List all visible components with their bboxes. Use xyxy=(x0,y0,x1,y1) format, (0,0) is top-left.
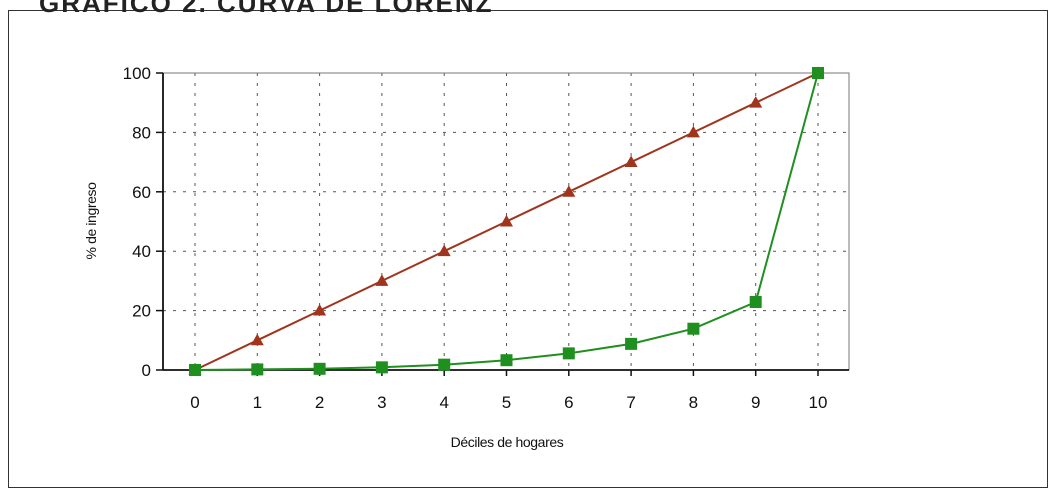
y-axis-title: % de ingreso xyxy=(83,182,99,260)
x-tick-label: 5 xyxy=(502,393,511,412)
square-marker xyxy=(438,358,451,371)
y-tick-label: 80 xyxy=(132,123,151,142)
triangle-marker xyxy=(375,274,389,286)
x-tick-label: 4 xyxy=(439,393,448,412)
triangle-marker xyxy=(624,155,638,168)
y-tick-label: 20 xyxy=(132,302,151,321)
y-tick-label: 100 xyxy=(123,64,151,83)
chart-frame: GRÁFICO 2. CURVA DE LORENZ xyxy=(8,0,1048,488)
series-markers xyxy=(188,66,825,376)
y-tick-label: 60 xyxy=(132,183,151,202)
square-marker xyxy=(687,322,700,335)
x-tick-label: 0 xyxy=(190,393,199,412)
x-tick-label: 8 xyxy=(689,393,698,412)
x-tick-label: 2 xyxy=(315,393,324,412)
triangle-marker xyxy=(250,333,264,346)
tick-labels: 0 20 40 60 80 100 0 1 2 3 4 5 6 7 8 9 10 xyxy=(123,64,828,412)
square-marker xyxy=(562,347,575,360)
x-tick-label: 10 xyxy=(809,393,828,412)
triangle-marker xyxy=(562,185,576,197)
x-tick-label: 1 xyxy=(253,393,262,412)
square-marker xyxy=(749,295,762,308)
square-marker xyxy=(812,67,824,79)
triangle-marker xyxy=(686,125,700,138)
triangle-marker xyxy=(313,304,327,316)
square-marker xyxy=(625,337,638,350)
square-marker xyxy=(375,361,388,374)
square-marker xyxy=(500,354,513,367)
triangle-marker xyxy=(500,214,513,227)
square-marker xyxy=(313,362,326,375)
x-tick-label: 9 xyxy=(751,393,760,412)
x-axis-title: Déciles de hogares xyxy=(451,434,564,450)
triangle-marker xyxy=(749,96,763,108)
figure-title-text: GRÁFICO 2. CURVA DE LORENZ xyxy=(39,0,494,16)
square-marker xyxy=(189,364,201,376)
x-tick-label: 6 xyxy=(564,393,573,412)
y-tick-label: 40 xyxy=(132,242,151,261)
y-tick-label: 0 xyxy=(142,361,151,380)
x-tick-label: 7 xyxy=(626,393,635,412)
triangle-marker xyxy=(437,244,451,257)
cut-off-figure-title: GRÁFICO 2. CURVA DE LORENZ xyxy=(39,0,494,16)
square-marker xyxy=(251,363,264,376)
x-tick-label: 3 xyxy=(377,393,386,412)
